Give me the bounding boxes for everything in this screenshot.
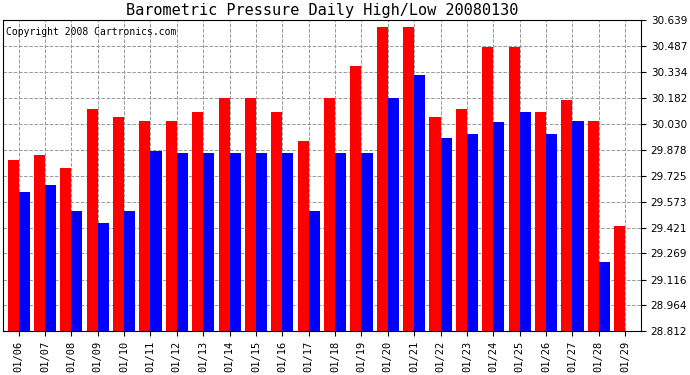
Bar <box>614 226 625 331</box>
Bar <box>588 121 599 331</box>
Bar <box>599 262 610 331</box>
Bar <box>467 134 478 331</box>
Bar <box>204 153 215 331</box>
Bar <box>562 100 573 331</box>
Bar <box>546 134 557 331</box>
Bar <box>493 122 504 331</box>
Bar <box>429 117 441 331</box>
Bar <box>124 211 135 331</box>
Bar <box>456 109 467 331</box>
Bar <box>441 138 452 331</box>
Bar <box>139 121 150 331</box>
Bar <box>219 99 230 331</box>
Bar <box>271 112 282 331</box>
Bar <box>377 27 388 331</box>
Bar <box>256 153 267 331</box>
Bar <box>8 160 19 331</box>
Bar <box>98 223 109 331</box>
Bar <box>573 121 584 331</box>
Bar <box>150 151 161 331</box>
Bar <box>34 154 45 331</box>
Bar <box>535 112 546 331</box>
Bar <box>351 66 362 331</box>
Bar <box>113 117 124 331</box>
Bar <box>335 153 346 331</box>
Bar <box>245 99 256 331</box>
Title: Barometric Pressure Daily High/Low 20080130: Barometric Pressure Daily High/Low 20080… <box>126 3 518 18</box>
Bar <box>87 109 98 331</box>
Bar <box>362 153 373 331</box>
Bar <box>230 153 241 331</box>
Bar <box>324 99 335 331</box>
Bar <box>520 112 531 331</box>
Bar <box>282 153 293 331</box>
Bar <box>166 121 177 331</box>
Bar <box>414 75 425 331</box>
Text: Copyright 2008 Cartronics.com: Copyright 2008 Cartronics.com <box>6 27 177 36</box>
Bar <box>388 99 399 331</box>
Bar <box>509 47 520 331</box>
Bar <box>177 153 188 331</box>
Bar <box>403 27 414 331</box>
Bar <box>60 168 71 331</box>
Bar <box>45 185 56 331</box>
Bar <box>308 211 319 331</box>
Bar <box>71 211 82 331</box>
Bar <box>482 47 493 331</box>
Bar <box>297 141 308 331</box>
Bar <box>192 112 204 331</box>
Bar <box>19 192 30 331</box>
